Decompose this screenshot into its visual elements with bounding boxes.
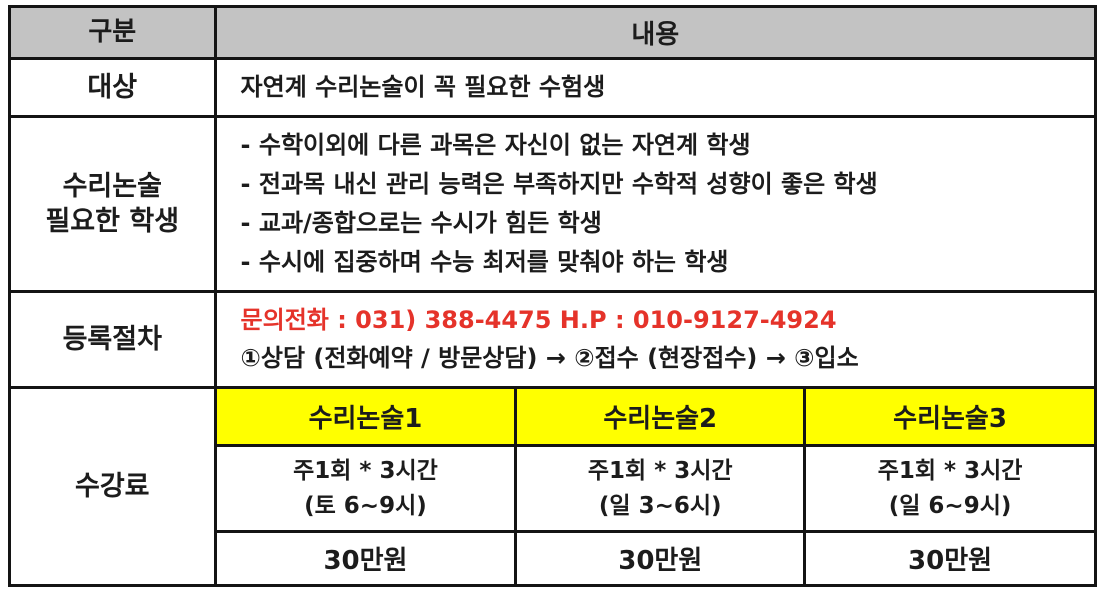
student-bullet: - 전과목 내신 관리 능력은 부족하지만 수학적 성향이 좋은 학생 bbox=[240, 169, 878, 198]
course-2-schedule-line1: 주1회 * 3시간 bbox=[587, 458, 733, 485]
header-content-cell: 내용 bbox=[213, 5, 1098, 60]
student-bullet: - 교과/종합으로는 수시가 힘든 학생 bbox=[240, 208, 602, 237]
students-label-line2: 필요한 학생 bbox=[45, 205, 180, 237]
course-3-name: 수리논술3 bbox=[803, 386, 1097, 448]
course-1-schedule-line2: (토 6~9시) bbox=[304, 492, 427, 519]
course-1-name: 수리논술1 bbox=[213, 386, 518, 448]
course-name-row: 수강료 수리논술1 수리논술2 수리논술3 bbox=[8, 386, 1097, 588]
process-line: ①상담 (전화예약 / 방문상담) → ②접수 (현장접수) → ③입소 bbox=[240, 344, 859, 373]
course-2-price: 30만원 bbox=[514, 530, 807, 588]
table-header-row: 구분 내용 bbox=[8, 5, 1098, 60]
course-schedule-row: 주1회 * 3시간 (토 6~9시) 주1회 * 3시간 (일 3~6시) 주1… bbox=[10, 444, 1097, 534]
course-1-schedule: 주1회 * 3시간 (토 6~9시) bbox=[213, 444, 518, 534]
students-row: 수리논술 필요한 학생 - 수학이외에 다른 과목은 자신이 없는 자연계 학생… bbox=[8, 115, 1098, 293]
tuition-label: 수강료 bbox=[8, 386, 217, 588]
phone-line: 문의전화 : 031) 388-4475 H.P : 010-9127-4924 bbox=[240, 305, 837, 334]
course-3-schedule-line1: 주1회 * 3시간 bbox=[877, 458, 1023, 485]
course-3-schedule: 주1회 * 3시간 (일 6~9시) bbox=[803, 444, 1097, 534]
target-label: 대상 bbox=[8, 57, 217, 118]
course-3-price: 30만원 bbox=[803, 530, 1097, 588]
student-bullet: - 수학이외에 다른 과목은 자신이 없는 자연계 학생 bbox=[240, 131, 751, 159]
course-2-schedule: 주1회 * 3시간 (일 3~6시) bbox=[514, 444, 807, 534]
student-bullet: - 수시에 집중하며 수능 최저를 맞춰야 하는 학생 bbox=[240, 247, 729, 276]
registration-content: 문의전화 : 031) 388-4475 H.P : 010-9127-4924… bbox=[213, 289, 1098, 390]
students-label-line1: 수리논술 bbox=[62, 170, 162, 202]
course-info-table: 구분 내용 대상 자연계 수리논술이 꼭 필요한 수험생 수리논술 필요한 학생… bbox=[8, 5, 1098, 588]
target-row: 대상 자연계 수리논술이 꼭 필요한 수험생 bbox=[8, 57, 1098, 118]
header-category-cell: 구분 bbox=[8, 5, 217, 60]
registration-row: 등록절차 문의전화 : 031) 388-4475 H.P : 010-9127… bbox=[8, 289, 1098, 390]
course-1-schedule-line1: 주1회 * 3시간 bbox=[293, 458, 438, 485]
students-label: 수리논술 필요한 학생 bbox=[8, 115, 217, 293]
course-2-name: 수리논술2 bbox=[514, 386, 807, 448]
students-content: - 수학이외에 다른 과목은 자신이 없는 자연계 학생 - 전과목 내신 관리… bbox=[213, 115, 1098, 293]
course-price-row: 30만원 30만원 30만원 bbox=[10, 530, 1097, 588]
course-2-schedule-line2: (일 3~6시) bbox=[598, 492, 722, 519]
target-content: 자연계 수리논술이 꼭 필요한 수험생 bbox=[213, 57, 1098, 118]
course-1-price: 30만원 bbox=[213, 530, 518, 588]
registration-label: 등록절차 bbox=[8, 289, 217, 390]
course-3-schedule-line2: (일 6~9시) bbox=[888, 492, 1012, 519]
